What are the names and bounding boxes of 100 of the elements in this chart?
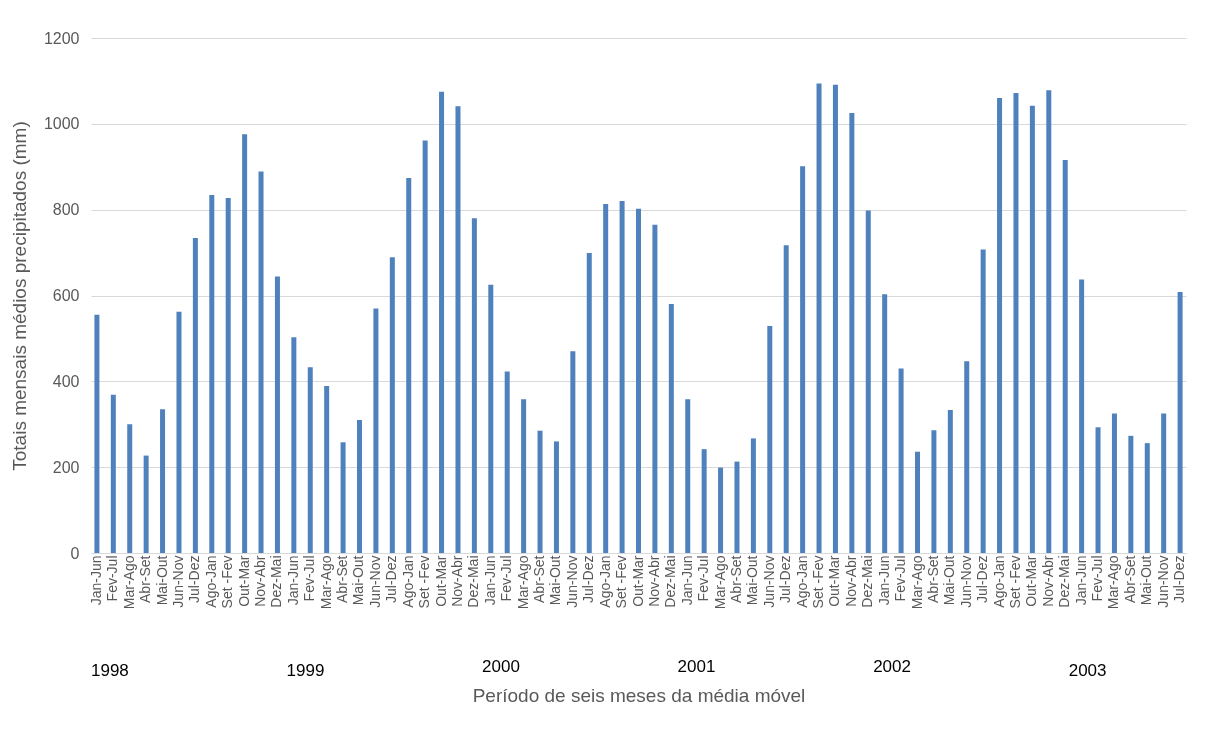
- x-tick-label: Out-Mar: [826, 555, 843, 607]
- x-tick-label: Jun-Nov: [169, 555, 186, 608]
- x-tick-label: Jul-Dez: [1171, 555, 1188, 603]
- x-tick-label: Abr-Set: [727, 555, 744, 603]
- bar: [816, 83, 822, 553]
- bar: [373, 308, 379, 553]
- bar: [1144, 443, 1150, 553]
- x-tick-label: Fev-Jul: [892, 555, 909, 602]
- y-tick-label: 0: [70, 544, 80, 562]
- x-tick-label: Abr-Set: [334, 555, 351, 603]
- x-tick-label: Jan-Jun: [284, 555, 301, 606]
- x-tick-label: Nov-Abr: [448, 555, 465, 607]
- y-tick-label: 400: [52, 372, 80, 390]
- x-tick-label: Fev-Jul: [301, 555, 318, 602]
- bar: [291, 337, 297, 553]
- x-tick-label: Mar-Ago: [908, 555, 925, 610]
- x-tick-label: Mai-Out: [1138, 555, 1155, 606]
- x-tick-label: Fev-Jul: [498, 555, 515, 602]
- bar: [980, 249, 986, 553]
- bar: [1161, 413, 1167, 553]
- bar: [1079, 279, 1085, 553]
- x-tick-label: Abr-Set: [924, 555, 941, 603]
- x-tick-label: Jun-Nov: [760, 555, 777, 608]
- x-tick-label: Mai-Out: [350, 555, 367, 606]
- bar: [1029, 105, 1035, 553]
- x-tick-label: Mai-Out: [547, 555, 564, 606]
- x-tick-label: Mar-Ago: [120, 555, 137, 610]
- x-tick-label: Jan-Jun: [481, 555, 498, 606]
- bar: [143, 455, 149, 553]
- bar: [504, 371, 510, 553]
- x-tick-label: Mai-Out: [744, 555, 761, 606]
- bar: [1177, 292, 1183, 553]
- x-tick-label: Nov-Abr: [645, 555, 662, 607]
- bar: [340, 442, 346, 553]
- x-tick-label: Jan-Jun: [678, 555, 695, 606]
- bar: [176, 311, 182, 553]
- bar: [865, 210, 871, 553]
- text: 1998: [91, 661, 129, 680]
- bar: [258, 171, 264, 553]
- x-tick-label: Jun-Nov: [1154, 555, 1171, 608]
- x-tick-label: Jul-Dez: [974, 555, 991, 603]
- bar: [619, 201, 625, 553]
- x-tick-label: Jul-Dez: [777, 555, 794, 603]
- x-tick-label: Out-Mar: [629, 555, 646, 607]
- text: 2002: [873, 657, 911, 676]
- bar: [586, 253, 592, 553]
- x-tick-label: Set -Fev: [416, 555, 433, 609]
- x-tick-label: Abr-Set: [1121, 555, 1138, 603]
- x-tick-label: Mar-Ago: [514, 555, 531, 610]
- x-tick-label: Abr-Set: [137, 555, 154, 603]
- x-tick-label: Jan-Jun: [1072, 555, 1089, 606]
- bar: [160, 409, 166, 553]
- bar: [1013, 92, 1019, 553]
- bar: [488, 284, 494, 553]
- x-tick-label: Ago-Jan: [202, 555, 219, 608]
- x-tick-label: Set -Fev: [810, 555, 827, 609]
- text: 2003: [1068, 661, 1107, 680]
- x-tick-label: Ago-Jan: [793, 555, 810, 608]
- bar: [209, 195, 215, 553]
- x-tick-label: Jun-Nov: [563, 555, 580, 608]
- y-axis-title: Totais mensais médios precipitados (mm): [8, 121, 30, 471]
- bar: [242, 134, 248, 553]
- text: 2001: [677, 657, 716, 676]
- bar: [471, 218, 477, 553]
- bar: [127, 424, 133, 553]
- bar: [455, 106, 461, 553]
- bar: [636, 208, 641, 553]
- x-tick-label: Set -Fev: [219, 555, 236, 609]
- bar: [389, 257, 395, 553]
- x-tick-label: Dez-Mai: [465, 555, 482, 608]
- x-tick-label: Abr-Set: [531, 555, 548, 603]
- bar: [767, 325, 773, 553]
- bar: [718, 467, 724, 553]
- bar: [192, 237, 198, 553]
- y-tick-label: 600: [52, 287, 80, 304]
- x-tick-label: Dez-Mai: [1056, 555, 1073, 608]
- y-tick-label: 1000: [43, 115, 80, 133]
- x-tick-label: Fev-Jul: [1089, 555, 1106, 602]
- x-tick-label: Jun-Nov: [366, 555, 383, 608]
- bar: [225, 198, 231, 553]
- bar: [947, 410, 953, 553]
- x-tick-label: Mai-Out: [941, 555, 958, 606]
- bar: [1111, 413, 1117, 553]
- x-tick-label: Mar-Ago: [317, 555, 334, 610]
- y-tick-label: 800: [52, 201, 80, 219]
- text: 1999: [286, 661, 325, 680]
- bar: [521, 399, 527, 553]
- bar: [734, 461, 740, 553]
- bar: [422, 140, 428, 553]
- x-tick-label: Jan-Jun: [875, 555, 892, 606]
- bar: [603, 204, 609, 553]
- bar: [110, 394, 116, 553]
- bar: [849, 113, 855, 553]
- x-tick-label: Fev-Jul: [695, 555, 712, 602]
- bar: [1095, 427, 1101, 553]
- bar: [357, 419, 362, 553]
- text: 2000: [482, 657, 520, 676]
- bar: [898, 368, 904, 553]
- bar: [94, 314, 100, 553]
- x-tick-label: Mar-Ago: [1105, 555, 1122, 610]
